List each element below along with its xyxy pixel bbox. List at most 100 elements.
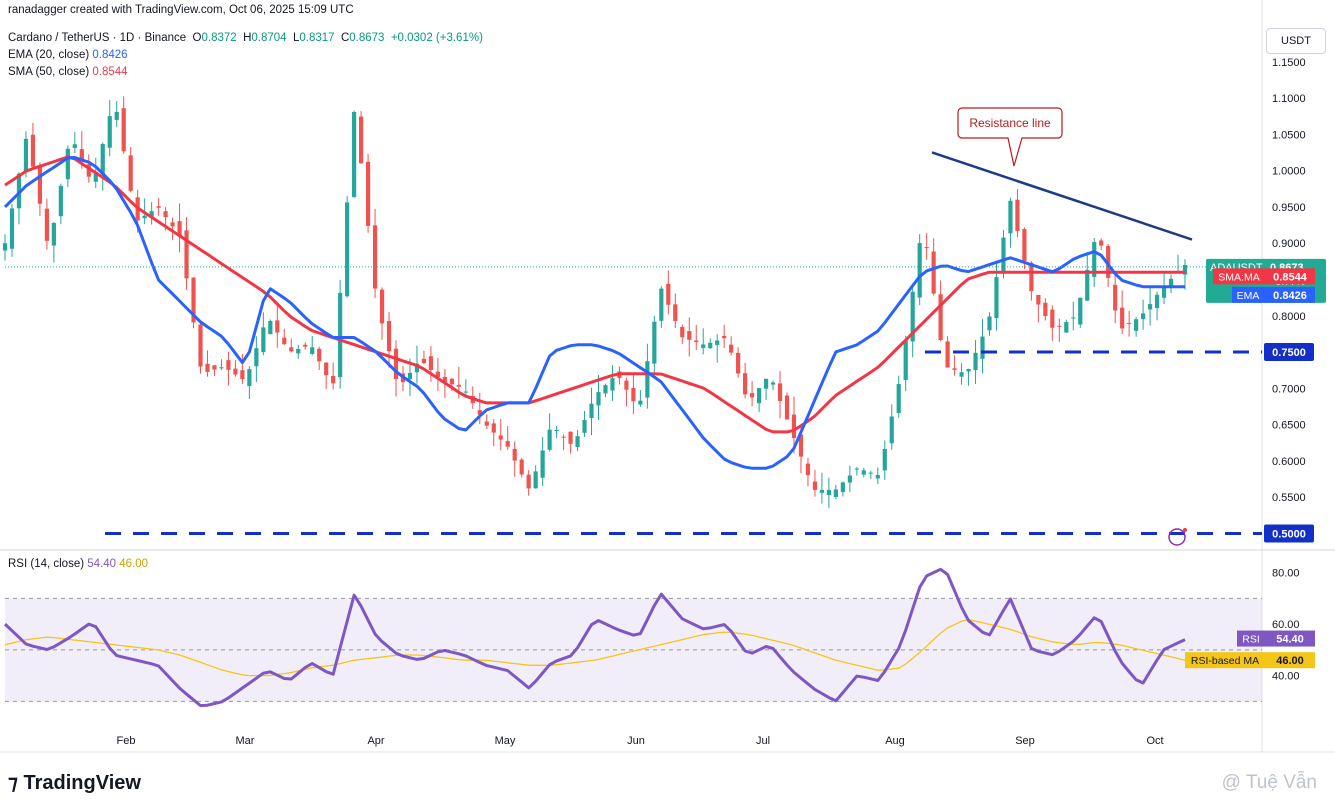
resistance-line[interactable]	[931, 151, 1193, 241]
candle-body	[715, 340, 720, 345]
time-tick-label: Jun	[627, 735, 645, 747]
candle-body	[819, 489, 825, 493]
candle-body	[477, 410, 482, 415]
time-tick-label: Mar	[236, 735, 255, 747]
candle-body	[491, 423, 496, 433]
alert-icon[interactable]	[1168, 528, 1186, 546]
candle-body	[198, 324, 203, 367]
candle-body	[1085, 269, 1090, 301]
candle-body	[428, 356, 434, 371]
candle-body	[184, 230, 189, 279]
watermark: @ Tuệ Vẫn	[1221, 772, 1317, 793]
rsi-band	[5, 598, 1262, 702]
candle-body	[289, 347, 294, 352]
candle-body	[931, 251, 936, 294]
high-label: H	[243, 32, 252, 44]
candle-body	[414, 363, 420, 373]
resistance-callout-label: Resistance line	[969, 116, 1051, 130]
candle-body	[784, 395, 790, 420]
rsi-ma-legend-value: 46.00	[119, 558, 149, 570]
candle-body	[980, 336, 985, 359]
sma-tag-label: SMA:MA	[1218, 271, 1259, 283]
candle-body	[219, 367, 224, 369]
candle-body	[261, 327, 266, 353]
candle-body	[442, 376, 447, 383]
sma-legend-value: 0.8544	[92, 66, 128, 78]
candle-body	[659, 288, 664, 321]
candle-body	[1022, 229, 1027, 262]
candle-body	[994, 277, 999, 319]
candle-body	[770, 382, 776, 385]
candle-body	[1161, 285, 1167, 298]
candle-body	[142, 215, 147, 219]
candle-body	[1182, 264, 1188, 275]
high-value: 0.8704	[251, 32, 287, 44]
candle-body	[519, 459, 524, 475]
candle-body	[379, 289, 385, 324]
ema-legend[interactable]: EMA (20, close) 0.8426	[8, 49, 128, 61]
price-tick-label: 0.9500	[1272, 202, 1306, 214]
currency-button[interactable]: USDT	[1266, 28, 1326, 54]
candle-body	[694, 340, 699, 343]
sma-tag-value: 0.8544	[1273, 271, 1308, 283]
candle-body	[568, 431, 573, 444]
rsi-tick-label: 80.00	[1272, 568, 1300, 580]
candle-body	[1113, 284, 1118, 311]
candle-body	[86, 164, 91, 177]
candle-body	[372, 225, 378, 289]
candle-body	[1127, 322, 1132, 324]
candle-body	[701, 344, 706, 349]
candle-body	[959, 372, 964, 377]
candle-body	[100, 143, 105, 174]
rsi-legend-value: 54.40	[87, 558, 117, 570]
candle-body	[777, 383, 783, 401]
candle-body	[882, 448, 887, 471]
candle-body	[393, 348, 399, 380]
candle-body	[407, 372, 413, 380]
candle-body	[240, 370, 245, 380]
candle-body	[624, 380, 629, 390]
candle-body	[763, 378, 769, 389]
support-price-tag	[1264, 343, 1314, 362]
candle-body	[1057, 325, 1062, 327]
candle-body	[352, 112, 357, 197]
tv-logo-icon: ⁊	[8, 772, 18, 794]
candle-body	[163, 211, 168, 218]
candle-body	[212, 365, 217, 370]
candle-body	[987, 316, 992, 331]
candle-body	[9, 208, 15, 249]
support-price-tag	[1264, 524, 1314, 543]
ema-legend-label: EMA (20, close)	[8, 49, 90, 61]
price-tick-label: 0.5500	[1272, 492, 1306, 504]
sma-legend[interactable]: SMA (50, close) 0.8544	[8, 66, 128, 78]
rsi-ma-line[interactable]	[4, 618, 1186, 677]
candle-body	[708, 342, 713, 349]
candle-body	[722, 335, 727, 339]
support-price-label: 0.5000	[1272, 528, 1306, 540]
candle-body	[226, 360, 231, 370]
ema-value-tag	[1265, 286, 1315, 303]
sma-line[interactable]	[4, 155, 1185, 434]
candle-body	[358, 116, 364, 164]
candle-body	[854, 468, 859, 470]
resistance-callout[interactable]	[957, 107, 1063, 167]
rsi-tag-value: 54.40	[1276, 634, 1304, 646]
candle-body	[247, 369, 252, 387]
symbol-title[interactable]: Cardano / TetherUS · 1D · Binance	[8, 32, 187, 44]
ema-line[interactable]	[3, 156, 1185, 470]
candle-body	[275, 320, 280, 333]
candle-body	[798, 434, 804, 457]
candle-body	[1015, 199, 1020, 231]
rsi-tick-label: 40.00	[1272, 671, 1300, 683]
candle-body	[1008, 200, 1013, 234]
rsi-line[interactable]	[3, 567, 1186, 708]
rsi-legend[interactable]: RSI (14, close) 54.40 46.00	[8, 558, 148, 570]
candle-body	[1141, 313, 1146, 320]
candle-body	[421, 358, 427, 364]
price-tick-label: 0.7000	[1272, 383, 1306, 395]
rsi-ma-value-tag	[1265, 652, 1315, 669]
candle-body	[51, 222, 56, 246]
time-tick-label: Sep	[1015, 735, 1035, 747]
candle-body	[149, 211, 154, 217]
candle-body	[386, 321, 392, 352]
